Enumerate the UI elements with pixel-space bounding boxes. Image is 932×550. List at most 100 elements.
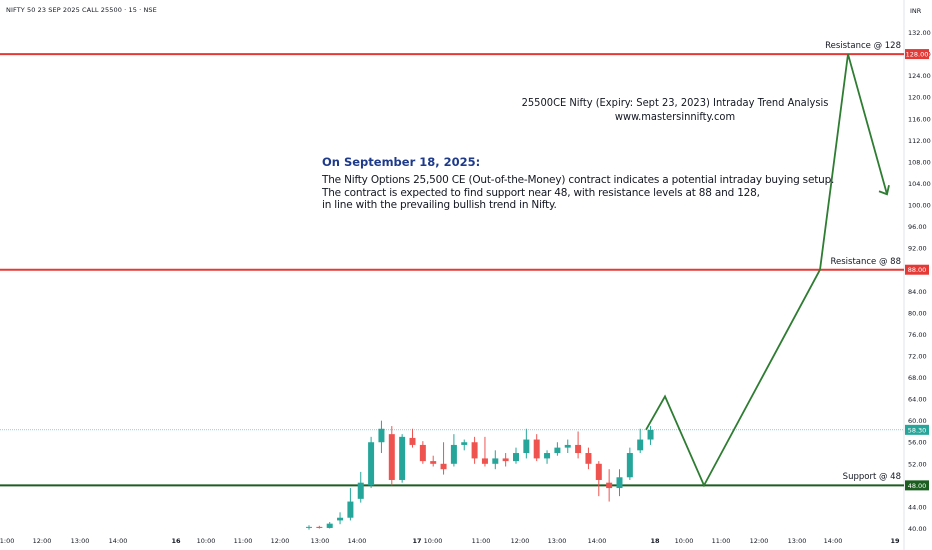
annotation-heading: On September 18, 2025:	[322, 155, 481, 169]
y-tick-label: 64.00	[908, 396, 927, 404]
y-tick-label: 80.00	[908, 309, 927, 317]
annotation-website: www.mastersinnifty.com	[614, 110, 736, 123]
y-tick-label: 84.00	[908, 288, 927, 296]
candle	[637, 428, 644, 454]
y-tick-label: 56.00	[908, 439, 927, 447]
candle-body	[585, 453, 592, 464]
candle	[575, 431, 582, 459]
symbol-title: NIFTY 50 23 SEP 2025 CALL 25500 · 15 · N…	[6, 6, 157, 14]
candle	[616, 469, 623, 497]
candle	[461, 439, 468, 451]
last-price-tag-text: 58.30	[908, 426, 927, 434]
candle	[523, 428, 530, 459]
candle	[347, 488, 354, 521]
y-tick-label: 108.00	[908, 158, 931, 166]
level-price-tag-text: 128.00	[906, 51, 929, 59]
candle-body	[368, 442, 375, 486]
x-tick-label: 10:00	[675, 537, 694, 545]
x-tick-label: 11:00	[234, 537, 253, 545]
y-tick-label: 100.00	[908, 202, 931, 210]
candle-body	[347, 501, 354, 518]
candle	[326, 522, 333, 529]
y-tick-label: 120.00	[908, 94, 931, 102]
y-tick-label: 104.00	[908, 180, 931, 188]
candle-body	[450, 444, 457, 464]
y-tick-label: 52.00	[908, 460, 927, 468]
x-tick-label: 10:00	[424, 537, 443, 545]
candle-body	[378, 428, 385, 443]
candle-body	[523, 439, 530, 454]
annotation-body-line: in line with the prevailing bullish tren…	[322, 199, 557, 211]
candle	[440, 442, 447, 475]
candle-body	[357, 482, 364, 499]
projection-path	[645, 53, 888, 488]
candle-body	[337, 517, 344, 521]
candle	[554, 442, 561, 456]
annotation-body-line: The Nifty Options 25,500 CE (Out-of-the-…	[322, 174, 835, 186]
candle	[502, 453, 509, 467]
x-tick-label: 14:00	[824, 537, 843, 545]
candle-body	[544, 453, 551, 459]
x-tick-label: 17	[412, 537, 421, 545]
candle-body	[637, 439, 644, 451]
x-tick-label: 13:00	[71, 537, 90, 545]
x-tick-label: 11:00	[472, 537, 491, 545]
annotation-title: 25500CE Nifty (Expiry: Sept 23, 2023) In…	[400, 96, 932, 124]
candle	[357, 471, 364, 503]
y-tick-label: 60.00	[908, 417, 927, 425]
x-tick-label: 12:00	[33, 537, 52, 545]
candle	[368, 436, 375, 489]
candle	[564, 439, 571, 454]
projection-arrowhead	[878, 185, 890, 196]
level-price-tag-text: 48.00	[908, 482, 927, 490]
x-tick-label: 11:00	[0, 537, 14, 545]
y-tick-label: 72.00	[908, 352, 927, 360]
candle-body	[481, 458, 488, 464]
candle-body	[513, 453, 519, 462]
candle	[430, 455, 437, 467]
currency-label: INR	[910, 7, 922, 15]
resistance-88-label: Resistance @ 88	[830, 256, 901, 267]
candle-body	[440, 463, 447, 470]
candle	[533, 434, 540, 462]
candle-body	[492, 458, 499, 464]
annotation-body: The Nifty Options 25,500 CE (Out-of-the-…	[322, 174, 862, 212]
x-tick-label: 13:00	[788, 537, 807, 545]
y-tick-label: 92.00	[908, 245, 927, 253]
y-tick-label: 96.00	[908, 223, 927, 231]
x-tick-label: 19	[890, 537, 900, 545]
y-tick-label: 76.00	[908, 331, 927, 339]
level-price-tag	[905, 49, 929, 60]
candle-body	[606, 482, 613, 489]
x-tick-label: 12:00	[750, 537, 769, 545]
candle	[316, 525, 323, 529]
candle-body	[316, 526, 323, 528]
candle-body	[409, 437, 416, 445]
candle	[626, 447, 633, 480]
candle-body	[461, 442, 468, 445]
last-price-tag	[905, 424, 929, 435]
candle	[647, 426, 654, 445]
y-tick-label: 112.00	[908, 137, 931, 145]
level-price-tag-text: 88.00	[908, 266, 927, 274]
annotation-body-line: The contract is expected to find support…	[322, 186, 760, 199]
candle-body	[575, 444, 582, 454]
annotation-title-line1: 25500CE Nifty (Expiry: Sept 23, 2023) In…	[521, 96, 829, 109]
x-tick-label: 13:00	[311, 537, 330, 545]
candle-body	[471, 442, 478, 459]
x-tick-label: 14:00	[109, 537, 128, 545]
candle	[378, 420, 385, 454]
support-48-label: Support @ 48	[842, 472, 901, 483]
candle-body	[399, 436, 406, 480]
candle	[585, 447, 592, 470]
level-price-tag	[905, 480, 929, 491]
candle	[337, 512, 344, 525]
x-tick-label: 18	[650, 537, 660, 545]
candle	[544, 450, 551, 464]
candle	[595, 461, 602, 497]
x-tick-label: 10:00	[197, 537, 216, 545]
candle-body	[554, 447, 561, 454]
candle-body	[419, 444, 426, 462]
y-tick-label: 124.00	[908, 72, 931, 80]
